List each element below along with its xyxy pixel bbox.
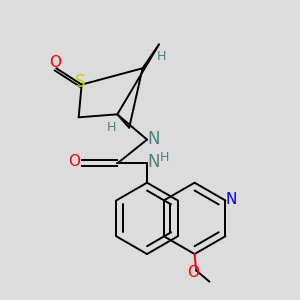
Text: S: S: [75, 73, 86, 91]
Text: H: H: [157, 50, 167, 64]
Text: O: O: [49, 56, 61, 70]
Text: O: O: [187, 265, 199, 280]
Text: N: N: [147, 130, 160, 148]
Text: H: H: [160, 151, 170, 164]
Text: H: H: [107, 121, 116, 134]
Text: O: O: [68, 154, 80, 169]
Text: N: N: [147, 154, 160, 172]
Text: N: N: [225, 191, 236, 206]
